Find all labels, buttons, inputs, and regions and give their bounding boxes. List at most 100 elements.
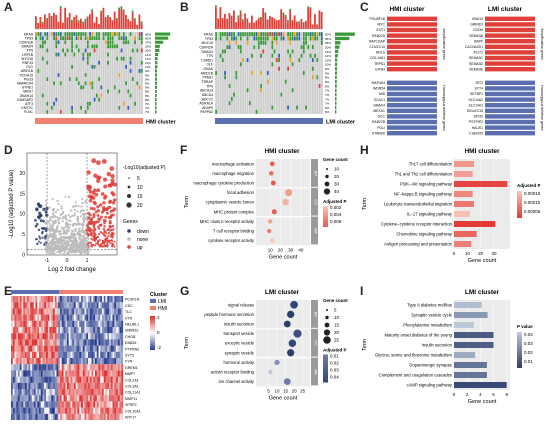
mutation-cell <box>59 32 62 36</box>
heatmap-cell <box>98 314 101 321</box>
heatmap-cell <box>14 345 17 352</box>
heatmap-cell <box>82 364 85 371</box>
heatmap-cell <box>91 333 94 340</box>
heatmap-cell <box>42 320 45 327</box>
color-scale-label: 0.004 <box>330 212 342 217</box>
heatmap-cell <box>44 308 47 315</box>
dotplot-title: HMI cluster <box>264 148 300 155</box>
heatmap-cell <box>18 364 20 371</box>
mutation-cell <box>138 85 141 90</box>
point-none <box>78 229 81 232</box>
heatmap-cell <box>98 333 101 340</box>
heatmap-cell <box>16 370 19 377</box>
heatmap-cell <box>60 413 62 420</box>
heatmap-cell <box>89 320 92 327</box>
heatmap-cell <box>56 395 59 402</box>
size-legend-label: 25 <box>334 338 340 343</box>
mutation-cell <box>98 60 100 65</box>
tmb-bar <box>82 23 85 29</box>
tmb-bar <box>287 22 289 29</box>
heatmap-cell <box>33 358 36 365</box>
facet-strip <box>311 216 318 245</box>
tmb-bar <box>140 23 143 29</box>
heatmap-cell <box>58 364 61 371</box>
heatmap-cell <box>60 308 62 315</box>
heatmap-cell <box>23 327 26 334</box>
tmb-bar-segment <box>84 18 87 21</box>
heatmap-cell <box>84 382 87 389</box>
heatmap-cell <box>11 333 13 340</box>
tmb-bar-segment <box>215 5 217 8</box>
mutation-cell <box>59 110 62 114</box>
heatmap-cell <box>105 407 108 414</box>
heatmap-cell <box>61 302 64 309</box>
heatmap-cell <box>72 302 75 309</box>
mutation-cell <box>278 58 280 63</box>
mutation-cell <box>287 49 289 54</box>
mutation-cell <box>235 75 238 80</box>
heatmap-cell <box>56 407 59 414</box>
heatmap-cell <box>93 320 96 327</box>
color-scale-label: 0.04 <box>330 375 339 380</box>
heatmap-cell <box>14 358 17 365</box>
heatmap-cell <box>65 358 68 365</box>
heatmap-cell <box>81 351 83 358</box>
mutation-cell <box>95 93 98 98</box>
mutation-cell <box>305 36 307 41</box>
heatmap-cell <box>81 327 83 334</box>
heatmap-cell <box>16 296 19 303</box>
heatmap-cell <box>12 314 15 321</box>
tmb-bar <box>316 24 319 29</box>
point-up <box>103 219 107 223</box>
heatmap-cell <box>119 308 122 315</box>
heatmap-cell <box>109 389 111 396</box>
heatmap-cell <box>56 333 59 340</box>
heatmap-cell <box>89 339 92 346</box>
term-label: focal adhesion <box>227 190 255 195</box>
heatmap-cell <box>103 358 106 365</box>
heatmap-cell <box>58 308 61 315</box>
cnv-bar <box>485 61 535 66</box>
heatmap-cell <box>51 413 54 420</box>
heatmap-cell <box>75 302 78 309</box>
cnv-bar <box>387 103 437 108</box>
heatmap-cell <box>61 333 64 340</box>
cnv-bar <box>485 33 535 38</box>
color-scale-label: 0.00015 <box>524 191 541 196</box>
heatmap-cell <box>82 351 85 358</box>
point-none <box>82 240 86 243</box>
mutation-cell <box>230 96 233 101</box>
mutation-cell <box>100 85 103 90</box>
heatmap-cell <box>23 345 26 352</box>
heatmap-cell <box>53 407 55 414</box>
point-up <box>100 242 103 245</box>
mutation-cell <box>287 105 289 110</box>
heatmap-cell <box>84 413 87 420</box>
cnv-title-hmi: HMI cluster <box>389 6 425 13</box>
heatmap-cell <box>84 351 87 358</box>
heatmap-cell <box>121 407 124 414</box>
heatmap-cell <box>72 327 75 334</box>
cnv-bar <box>387 33 437 38</box>
cluster-legend-hmi: HMI <box>158 306 167 312</box>
mutation-cell <box>80 32 82 36</box>
term-bar <box>454 211 470 217</box>
point-none <box>52 209 55 212</box>
heatmap-cell <box>110 358 113 365</box>
heatmap-cell <box>40 376 43 383</box>
point-none <box>54 215 57 218</box>
point-none <box>79 237 82 240</box>
heatmap-cell <box>103 382 106 389</box>
heatmap-cell <box>72 407 75 414</box>
gene-percent: 7% <box>325 89 330 93</box>
gene-label: CDKN2A <box>199 45 213 49</box>
heatmap-cell <box>56 302 59 309</box>
heatmap-cell <box>72 351 75 358</box>
point-none <box>74 245 77 248</box>
heatmap-cell <box>63 389 66 396</box>
mutation-cell <box>109 32 112 36</box>
heatmap-cell <box>65 351 68 358</box>
heatmap-cell <box>28 333 31 340</box>
heatmap-gene: GREM1 <box>125 366 138 370</box>
gene-percent: 20% <box>145 49 151 53</box>
